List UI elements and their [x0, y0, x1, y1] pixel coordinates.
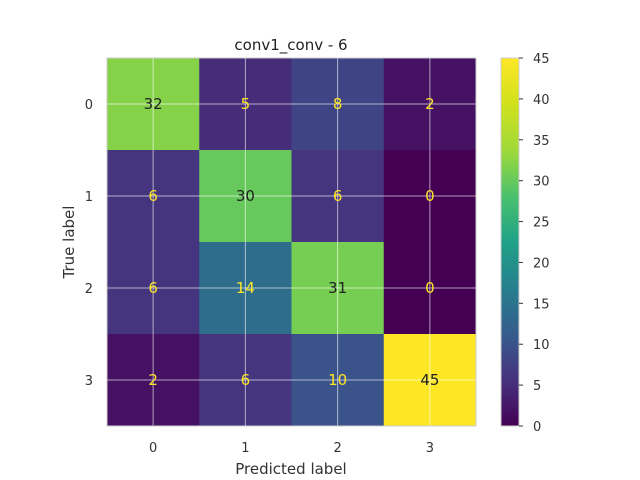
cell-value-label: 14	[236, 279, 255, 297]
chart-title: conv1_conv - 6	[234, 36, 347, 55]
cell-value-label: 5	[241, 95, 251, 113]
cell-value-labels: 32 5 8 2 6 30 6 0 6 14 31 0 2 6 10 45	[144, 95, 440, 389]
colorbar-tick-label: 25	[533, 216, 550, 231]
cell-value-label: 8	[333, 95, 343, 113]
cell-value-label: 10	[328, 371, 347, 389]
plot-frame	[106, 57, 477, 427]
cell-value-label: 6	[148, 187, 158, 205]
colorbar-tick-label: 15	[533, 297, 550, 312]
colorbar-tick-label: 5	[533, 379, 541, 394]
cell-value-label: 30	[236, 187, 255, 205]
cell-value-label: 6	[333, 187, 343, 205]
colorbar-tick-label: 45	[533, 52, 550, 67]
colorbar-tick-label: 35	[533, 134, 550, 149]
y-axis-ticks: 0 1 2 3	[85, 98, 93, 389]
cell-value-label: 6	[148, 279, 158, 297]
colorbar-tick-label: 20	[533, 256, 550, 271]
colorbar-tick-label: 0	[533, 420, 541, 435]
cell-value-label: 2	[425, 95, 435, 113]
cell-value-label: 0	[425, 279, 435, 297]
y-tick-label: 0	[85, 98, 93, 113]
y-tick-label: 1	[85, 190, 93, 205]
x-tick-label: 3	[426, 441, 434, 456]
colorbar	[500, 57, 520, 427]
x-axis-label: Predicted label	[235, 460, 346, 478]
colorbar-tick-label: 40	[533, 93, 550, 108]
x-axis-ticks: 0 1 2 3	[149, 441, 434, 456]
colorbar-tick-label: 10	[533, 338, 550, 353]
cell-value-label: 0	[425, 187, 435, 205]
cell-value-label: 32	[144, 95, 163, 113]
x-tick-label: 2	[333, 441, 341, 456]
y-axis-label: True label	[60, 206, 78, 280]
cell-value-label: 45	[420, 371, 439, 389]
y-tick-label: 3	[85, 374, 93, 389]
x-tick-label: 1	[241, 441, 249, 456]
y-tick-label: 2	[85, 282, 93, 297]
cell-value-label: 6	[241, 371, 251, 389]
colorbar-tick-label: 30	[533, 175, 550, 190]
cell-value-label: 2	[148, 371, 158, 389]
cell-value-label: 31	[328, 279, 347, 297]
grid-lines	[107, 58, 476, 426]
colorbar-ticks: 0 5 10 15 20 25 30 35 40 45	[519, 52, 550, 435]
x-tick-label: 0	[149, 441, 157, 456]
